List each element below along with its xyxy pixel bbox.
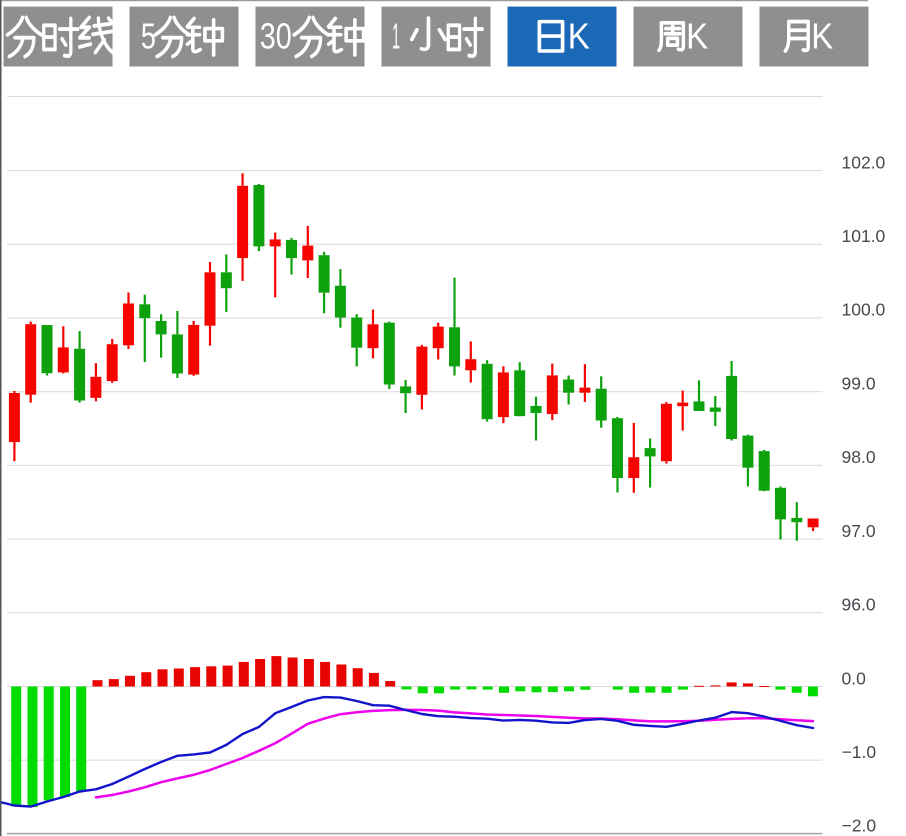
svg-text:1: 1	[392, 15, 400, 56]
svg-text:30: 30	[260, 15, 292, 56]
svg-text:K: K	[811, 15, 833, 56]
svg-text:K: K	[686, 15, 708, 56]
svg-text:102.0: 102.0	[842, 152, 886, 172]
svg-text:96.0: 96.0	[842, 595, 876, 615]
svg-text:98.0: 98.0	[842, 447, 876, 467]
svg-text:K: K	[568, 15, 590, 56]
svg-text:99.0: 99.0	[842, 373, 876, 393]
svg-text:0.0: 0.0	[842, 668, 867, 688]
svg-text:100.0: 100.0	[842, 300, 886, 320]
svg-text:−1.0: −1.0	[842, 742, 877, 762]
svg-text:101.0: 101.0	[842, 226, 886, 246]
svg-text:97.0: 97.0	[842, 521, 876, 541]
svg-text:5: 5	[141, 15, 156, 56]
svg-text:−2.0: −2.0	[842, 816, 877, 836]
